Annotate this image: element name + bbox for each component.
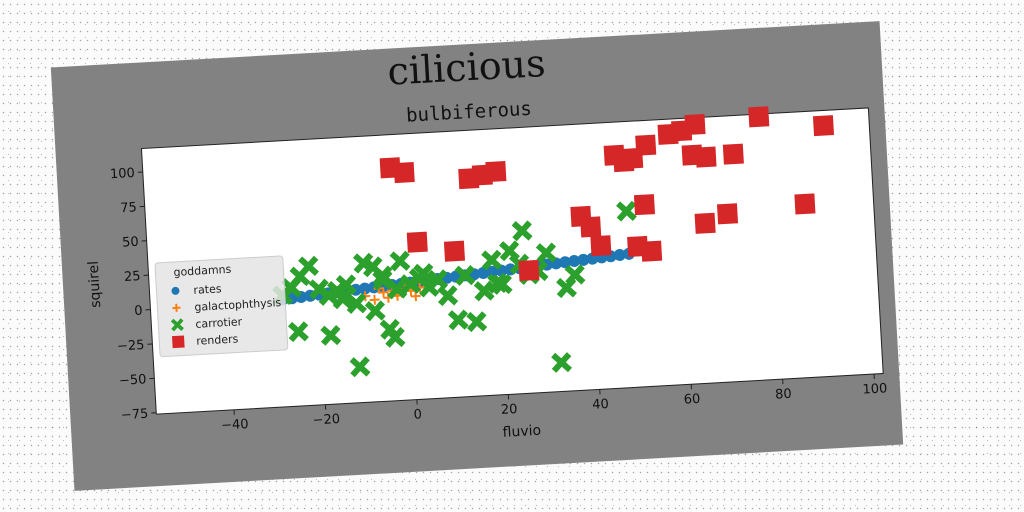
- x-tick-label: 60: [683, 392, 700, 408]
- y-tick-label: −25: [117, 338, 145, 355]
- y-tick-label: 50: [122, 235, 139, 251]
- data-point: [551, 352, 573, 373]
- data-point: [372, 269, 394, 291]
- data-point: [447, 309, 469, 331]
- data-point: [379, 318, 401, 340]
- data-point: [568, 255, 581, 268]
- data-point: [635, 134, 657, 156]
- x-tick-label: −40: [221, 417, 249, 434]
- data-point: [481, 249, 503, 271]
- data-point: [358, 282, 371, 295]
- legend-title: goddamns: [173, 263, 232, 279]
- data-point: [641, 240, 663, 262]
- data-point: [577, 253, 590, 266]
- legend-item: rates: [171, 282, 222, 297]
- data-point: [722, 143, 744, 165]
- data-point: [393, 161, 415, 184]
- data-point: [349, 356, 371, 378]
- data-point: [364, 300, 386, 322]
- x-tick-label: −20: [312, 412, 340, 429]
- data-point: [443, 240, 466, 262]
- series-carrotier: [272, 200, 637, 378]
- legend-marker: [170, 318, 184, 332]
- plot-marks: [272, 106, 835, 378]
- data-point: [486, 265, 499, 278]
- y-tick-label: 25: [124, 269, 141, 285]
- figure: cilicious bulbiferous −40 −20 0 20 40 60 80 100…: [50, 21, 904, 491]
- data-point: [694, 212, 716, 234]
- legend-marker: [172, 303, 181, 312]
- data-point: [485, 160, 507, 183]
- data-point: [454, 264, 476, 286]
- x-tick-label: 0: [413, 407, 422, 422]
- data-point: [369, 294, 380, 305]
- data-point: [298, 255, 319, 277]
- y-tick-label: 0: [134, 304, 143, 319]
- data-point: [288, 321, 309, 343]
- x-axis: −40 −20 0 20 40 60 80 100: [221, 373, 888, 434]
- data-point: [335, 274, 357, 296]
- y-axis-title: squirel: [86, 261, 105, 309]
- data-point: [499, 240, 520, 262]
- legend-marker: [171, 286, 180, 295]
- data-point: [406, 231, 428, 253]
- data-point: [437, 285, 459, 307]
- data-point: [346, 293, 367, 315]
- data-point: [413, 263, 435, 285]
- x-tick-label: 100: [862, 381, 888, 397]
- legend-item: carrotier: [170, 315, 243, 332]
- data-point: [716, 203, 739, 225]
- x-axis-title: fluvio: [502, 423, 541, 441]
- data-point: [518, 259, 540, 282]
- data-point: [389, 250, 411, 272]
- data-point: [616, 200, 637, 222]
- legend-label: carrotier: [195, 315, 243, 331]
- legend-marker: [171, 335, 185, 349]
- y-tick-label: 75: [120, 200, 137, 216]
- y-tick-label: −50: [119, 372, 147, 389]
- y-tick-label: 100: [110, 166, 136, 182]
- series-renders: [379, 106, 835, 282]
- data-point: [320, 324, 342, 346]
- data-point: [695, 146, 717, 168]
- data-point: [559, 256, 572, 269]
- y-tick-label: −75: [121, 407, 149, 424]
- data-point: [535, 242, 557, 264]
- data-point: [491, 273, 513, 295]
- data-point: [332, 288, 353, 310]
- legend-label: rates: [193, 282, 222, 297]
- legend-label: renders: [196, 332, 239, 347]
- legend-label: galactophthysis: [194, 296, 282, 314]
- legend-box: [154, 255, 289, 358]
- legend-item: galactophthysis: [172, 296, 282, 314]
- data-point: [410, 291, 421, 302]
- data-point: [580, 216, 602, 238]
- data-point: [564, 264, 586, 286]
- data-point: [466, 311, 488, 333]
- data-point: [590, 235, 612, 257]
- data-point: [613, 249, 626, 262]
- data-point: [633, 194, 656, 216]
- data-point: [473, 280, 495, 302]
- data-point: [812, 115, 835, 137]
- x-tick-label: 80: [775, 387, 792, 403]
- y-axis: −75 −50 −25 0 25 50 75 100: [110, 166, 157, 424]
- legend-item: renders: [171, 332, 239, 349]
- x-tick-label: 40: [592, 397, 609, 413]
- data-point: [511, 220, 533, 242]
- data-point: [427, 269, 449, 291]
- scatter-chart: cilicious bulbiferous −40 −20 0 20 40 60 80 100…: [50, 21, 904, 491]
- legend: goddamns ratesgalactophthysiscarrotierre…: [154, 255, 289, 358]
- data-point: [748, 106, 770, 128]
- x-tick-label: 20: [501, 402, 518, 418]
- chart-title: cilicious: [386, 41, 546, 94]
- data-point: [794, 193, 816, 215]
- data-point: [684, 113, 706, 136]
